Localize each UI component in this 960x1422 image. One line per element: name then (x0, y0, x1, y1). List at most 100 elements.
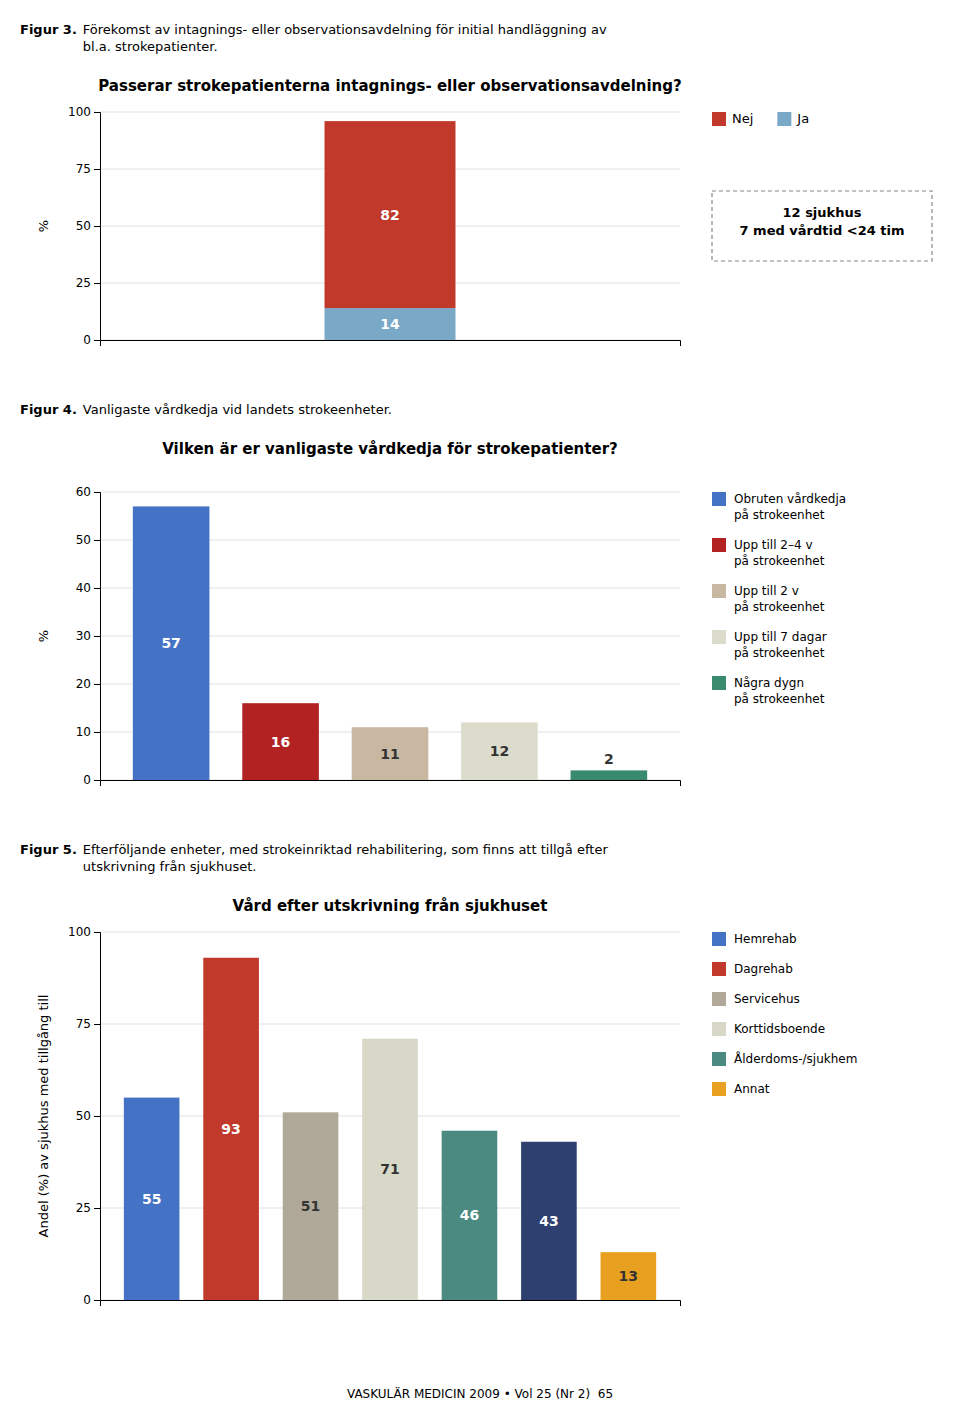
y-tick: 50 (76, 1109, 100, 1123)
y-tick: 25 (76, 1201, 100, 1215)
data-label: 57 (161, 635, 180, 651)
legend-swatch (712, 538, 726, 552)
bar (601, 1252, 657, 1300)
legend-label: Korttidsboende (734, 1022, 825, 1036)
y-tick-line (94, 540, 100, 541)
data-label: 46 (460, 1207, 479, 1223)
figure-label: Figur 4. (20, 402, 77, 417)
text-line: på strokeenhet (734, 508, 825, 522)
y-tick: 75 (76, 162, 100, 176)
bar (283, 1112, 339, 1300)
grid (100, 112, 680, 340)
legend-swatch (712, 962, 726, 976)
data-label: 12 (490, 743, 509, 759)
grid-line (100, 112, 680, 113)
data-label: 55 (142, 1191, 161, 1207)
chart: Figur 5. Efterföljande enheter, med strok… (20, 842, 857, 1307)
text-line: Ålderdoms-/sjukhem (734, 1051, 857, 1066)
y-tick-label: 30 (76, 629, 91, 643)
legend-label: Dagrehab (734, 962, 793, 976)
legend-item: Ålderdoms-/sjukhem (712, 1051, 857, 1066)
legend-label: Obruten vårdkedja på strokeenhet (734, 492, 846, 522)
chart: Figur 3.Förekomst av intagnings- eller o… (20, 22, 932, 347)
legend-label: Ålderdoms-/sjukhem (734, 1051, 857, 1066)
text-line: Upp till 7 dagar (734, 630, 827, 644)
annotation: 12 sjukhus7 med vårdtid <24 tim (712, 191, 932, 261)
text-line: Obruten vårdkedja (734, 492, 846, 506)
legend-swatch (777, 112, 791, 126)
y-tick-label: 50 (76, 219, 91, 233)
grid (100, 932, 680, 1300)
legend-label: Upp till 7 dagar på strokeenhet (734, 630, 827, 660)
legend-item: Upp till 7 dagar på strokeenhet (712, 630, 827, 660)
data-labels: 1482 (380, 207, 400, 332)
bar (325, 121, 456, 308)
x-axis-line (101, 341, 681, 347)
chart: Figur 4.Vanligaste vårdkedja vid landets… (20, 402, 846, 787)
text-line: Upp till 2–4 v (734, 538, 813, 552)
y-axis: 0255075100 (68, 105, 100, 347)
legend-swatch (712, 932, 726, 946)
legend-label: Nej (732, 111, 753, 126)
legend-item: Hemrehab (712, 932, 797, 946)
caption: Förekomst av intagnings- eller observati… (83, 22, 607, 54)
y-tick-label: 0 (83, 773, 91, 787)
y-tick-label: 100 (68, 105, 91, 119)
legend-item: Nej (712, 111, 753, 126)
legend-swatch (712, 992, 726, 1006)
x-axis (101, 341, 681, 347)
data-label: 51 (301, 1198, 320, 1214)
y-tick: 50 (76, 533, 100, 547)
legend-label: Upp till 2–4 vpå strokeenhet (734, 538, 825, 568)
bar (133, 506, 210, 780)
page: Figur 3.Förekomst av intagnings- eller o… (0, 0, 960, 1422)
legend-label: Servicehus (734, 992, 800, 1006)
grid-line (100, 1024, 680, 1025)
y-tick-line (94, 1024, 100, 1025)
text-line: Korttidsboende (734, 1022, 825, 1036)
y-tick-label: 75 (76, 162, 91, 176)
bar (362, 1039, 418, 1300)
data-label: 93 (221, 1121, 240, 1137)
y-tick-line (94, 1208, 100, 1209)
y-tick: 10 (76, 725, 100, 739)
legend-label: Ja (796, 111, 809, 126)
legend-item: Annat (712, 1082, 770, 1096)
y-tick: 30 (76, 629, 100, 643)
text-line: på strokeenhet (734, 646, 825, 660)
text-line: Upp till 2 v (734, 584, 799, 598)
legend-item: Några dygnpå strokeenhet (712, 676, 825, 706)
legend-label: Några dygnpå strokeenhet (734, 676, 825, 706)
y-tick-line (94, 226, 100, 227)
y-tick-label: 0 (83, 1293, 91, 1307)
grid (100, 492, 680, 780)
bar (352, 727, 429, 780)
text-line: 12 sjukhus (783, 205, 862, 220)
text-line: utskrivning från sjukhuset. (83, 859, 257, 874)
y-tick: 40 (76, 581, 100, 595)
y-axis-line (94, 933, 101, 1301)
bar (442, 1131, 498, 1300)
data-label: 11 (380, 746, 399, 762)
y-tick: 50 (76, 219, 100, 233)
legend-item: Upp till 2 vpå strokeenhet (712, 584, 825, 614)
legend-item: Ja (777, 111, 809, 126)
bar (521, 1142, 577, 1300)
y-axis-line (94, 113, 101, 341)
figure-label: Figur 5. (20, 842, 77, 857)
text-line: Några dygn (734, 676, 804, 690)
footer: VASKULÄR MEDICIN 2009 • Vol 25 (Nr 2) 65 (347, 1386, 613, 1401)
caption: Efterföljande enheter, med strokeinrikta… (83, 842, 609, 874)
y-axis-label: % (36, 630, 51, 642)
y-tick-line (94, 588, 100, 589)
y-tick-line (94, 340, 100, 341)
text-line: Förekomst av intagnings- eller observati… (83, 22, 607, 37)
bar (203, 958, 259, 1300)
x-axis (101, 1301, 681, 1307)
data-label: 14 (380, 316, 400, 332)
y-tick: 0 (83, 333, 100, 347)
title: Passerar strokepatienterna intagnings- e… (98, 77, 681, 95)
grid-line (100, 932, 680, 933)
bars (133, 506, 647, 780)
text-line: bl.a. strokepatienter. (83, 39, 218, 54)
